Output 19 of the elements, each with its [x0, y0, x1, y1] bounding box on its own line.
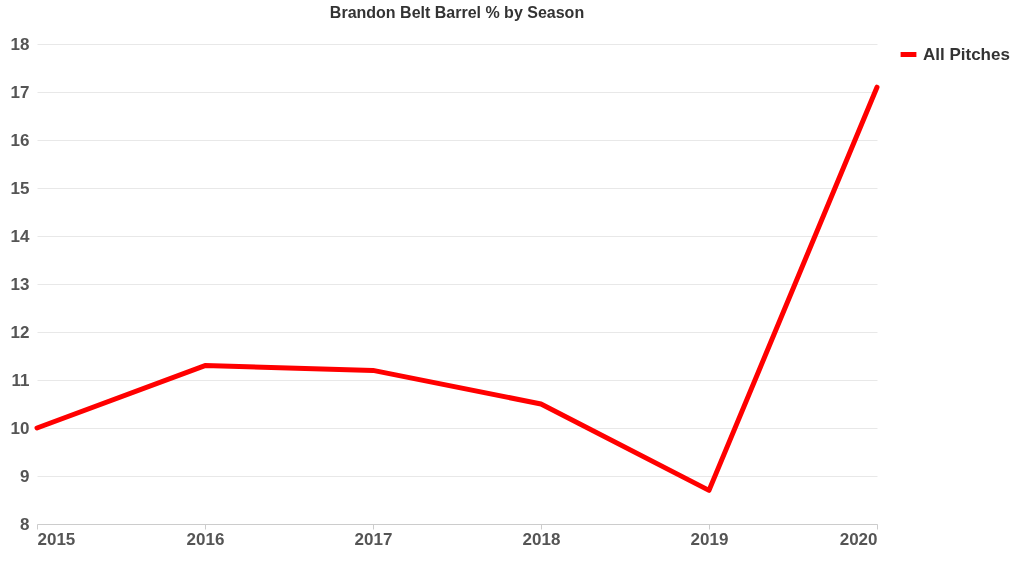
legend-label: All Pitches — [923, 44, 1010, 64]
y-tick-label: 12 — [10, 322, 30, 342]
y-tick-label: 13 — [10, 274, 30, 294]
y-tick-label: 8 — [20, 514, 30, 534]
x-tick-label: 2019 — [690, 529, 729, 549]
x-tick-label: 2020 — [839, 529, 878, 549]
x-tick-label: 2017 — [354, 529, 393, 549]
y-tick-label: 14 — [10, 226, 31, 246]
y-tick-label: 15 — [10, 178, 30, 198]
y-tick-label: 9 — [20, 466, 30, 486]
y-tick-label: 11 — [11, 370, 30, 390]
x-tick-label: 2016 — [186, 529, 225, 549]
y-tick-label: 18 — [10, 34, 30, 54]
x-tick-label: 2015 — [37, 529, 76, 549]
y-tick-label: 10 — [10, 418, 30, 438]
y-tick-label: 16 — [10, 130, 30, 150]
chart-title: Brandon Belt Barrel % by Season — [329, 4, 585, 21]
y-tick-label: 17 — [10, 82, 30, 102]
x-tick-label: 2018 — [522, 529, 561, 549]
